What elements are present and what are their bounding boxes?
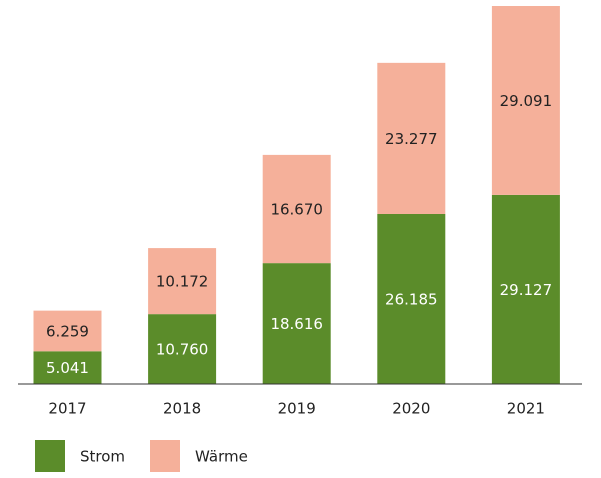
bar-segment: [148, 248, 217, 315]
legend-label: Wärme: [195, 448, 248, 466]
bar-segment: [33, 351, 102, 384]
x-tick-label: 2019: [278, 400, 316, 418]
legend-label: Strom: [80, 448, 125, 466]
bar-segment: [377, 213, 446, 384]
data-label: 18.616: [270, 315, 323, 333]
data-label: 5.041: [46, 359, 89, 377]
bar-segment: [148, 314, 217, 384]
data-label: 16.670: [270, 201, 323, 219]
bar-segment: [262, 154, 331, 264]
x-tick-label: 2018: [163, 400, 201, 418]
bar-segment: [33, 310, 102, 352]
bar-segment: [491, 6, 560, 195]
data-label: 10.760: [156, 341, 209, 359]
bar-segment: [262, 263, 331, 384]
data-label: 23.277: [385, 130, 438, 148]
legend-swatch: [150, 440, 180, 472]
bar-segment: [491, 194, 560, 384]
x-tick-label: 2017: [48, 400, 86, 418]
data-label: 6.259: [46, 322, 89, 340]
data-label: 29.127: [500, 281, 553, 299]
legend-swatch: [35, 440, 65, 472]
data-label: 10.172: [156, 273, 209, 291]
data-label: 29.091: [500, 92, 553, 110]
bar-segment: [377, 62, 446, 214]
x-tick-label: 2021: [507, 400, 545, 418]
data-label: 26.185: [385, 290, 438, 308]
x-tick-label: 2020: [392, 400, 430, 418]
